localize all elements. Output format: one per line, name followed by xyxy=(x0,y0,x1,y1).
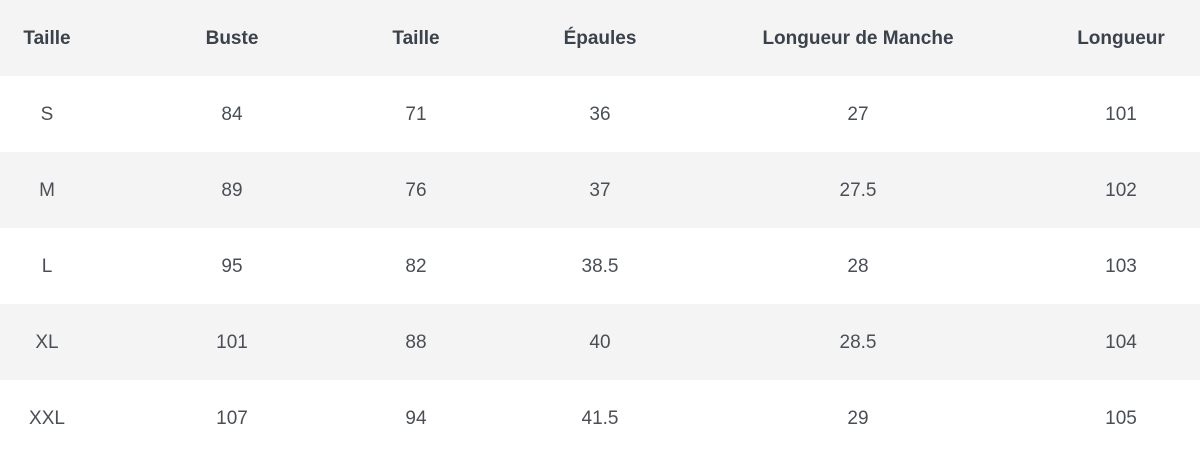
cell-epaules: 37 xyxy=(589,179,611,201)
header-row: Taille Buste Taille Épaules Longueur de … xyxy=(0,0,1200,76)
table-row-m: M 89 76 37 27.5 102 xyxy=(0,152,1200,228)
column-header-taille-waist: Taille xyxy=(392,27,440,49)
cell-size: S xyxy=(40,103,54,125)
cell-longueur-manche: 27.5 xyxy=(839,179,877,201)
cell-taille: 88 xyxy=(405,331,427,353)
cell-epaules: 36 xyxy=(589,103,611,125)
column-header-longueur: Longueur xyxy=(1077,27,1165,49)
table-row-s: S 84 71 36 27 101 xyxy=(0,76,1200,152)
column-header-longueur-manche: Longueur de Manche xyxy=(762,27,954,49)
table-row-xl: XL 101 88 40 28.5 104 xyxy=(0,304,1200,380)
cell-longueur: 105 xyxy=(1105,407,1137,429)
cell-longueur: 101 xyxy=(1105,103,1137,125)
cell-size: L xyxy=(41,255,53,277)
cell-size: XXL xyxy=(29,407,65,429)
cell-buste: 89 xyxy=(221,179,243,201)
cell-longueur: 102 xyxy=(1105,179,1137,201)
column-header-epaules: Épaules xyxy=(563,27,637,49)
cell-epaules: 38.5 xyxy=(581,255,619,277)
cell-epaules: 40 xyxy=(589,331,611,353)
cell-taille: 94 xyxy=(405,407,427,429)
cell-buste: 107 xyxy=(216,407,248,429)
cell-size: M xyxy=(39,179,55,201)
cell-buste: 95 xyxy=(221,255,243,277)
column-header-buste: Buste xyxy=(205,27,259,49)
cell-longueur-manche: 29 xyxy=(847,407,869,429)
cell-size: XL xyxy=(35,331,59,353)
table-row-xxl: XXL 107 94 41.5 29 105 xyxy=(0,380,1200,456)
cell-longueur: 103 xyxy=(1105,255,1137,277)
cell-epaules: 41.5 xyxy=(581,407,619,429)
table-row-l: L 95 82 38.5 28 103 xyxy=(0,228,1200,304)
cell-buste: 84 xyxy=(221,103,243,125)
cell-taille: 82 xyxy=(405,255,427,277)
cell-longueur-manche: 28.5 xyxy=(839,331,877,353)
cell-longueur: 104 xyxy=(1105,331,1137,353)
cell-taille: 71 xyxy=(405,103,427,125)
cell-taille: 76 xyxy=(405,179,427,201)
cell-buste: 101 xyxy=(216,331,248,353)
column-header-taille-size: Taille xyxy=(23,27,71,49)
cell-longueur-manche: 28 xyxy=(847,255,869,277)
cell-longueur-manche: 27 xyxy=(847,103,869,125)
